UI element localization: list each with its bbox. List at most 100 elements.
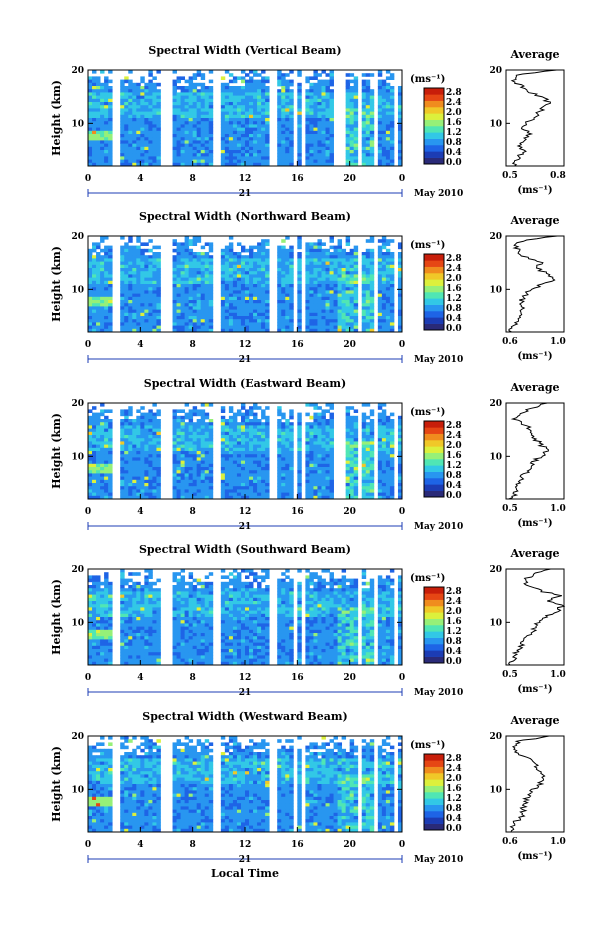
heatmap-cell [309, 98, 314, 103]
heatmap-cell [180, 274, 186, 278]
heatmap-cell [220, 261, 226, 266]
heatmap-cell [261, 252, 266, 256]
heatmap-cell [333, 284, 338, 288]
heatmap-cell [208, 121, 214, 125]
heatmap-cell [325, 95, 330, 100]
heatmap-cell [289, 102, 294, 106]
heatmap-cell [124, 328, 129, 333]
heatmap-cell [285, 92, 290, 96]
heatmap-cell [265, 159, 270, 164]
heatmap-cell [389, 156, 395, 160]
heatmap-cell [349, 156, 355, 160]
heatmap-cell [253, 483, 258, 487]
heatmap-cell [281, 447, 286, 452]
heatmap-cell [184, 287, 190, 291]
heatmap-cell [92, 274, 97, 278]
heatmap-cell [120, 293, 125, 298]
heatmap-cell [353, 114, 359, 119]
heatmap-cell [349, 406, 355, 410]
heatmap-cell [128, 245, 133, 250]
heatmap-cell [385, 150, 391, 154]
heatmap-cell [297, 415, 302, 420]
heatmap-cell [257, 425, 262, 429]
heatmap-cell [265, 264, 270, 269]
heatmap-cell [140, 137, 145, 141]
heatmap-cell [144, 460, 149, 465]
heatmap-cell [128, 422, 133, 426]
heatmap-cell [124, 290, 129, 294]
heatmap-cell [176, 162, 181, 167]
heatmap-cell [100, 86, 105, 90]
heatmap-cell [377, 239, 383, 243]
heatmap-cell [128, 425, 133, 429]
heatmap-cell [317, 316, 322, 320]
heatmap-cell [337, 300, 343, 304]
heatmap-cell [100, 460, 105, 465]
heatmap-cell [329, 127, 334, 132]
heatmap-cell [345, 127, 351, 132]
heatmap-cell [200, 409, 206, 413]
heatmap-cell [228, 309, 234, 314]
heatmap-cell [381, 303, 387, 307]
heatmap-cell [313, 92, 318, 96]
heatmap-cell [232, 309, 238, 314]
heatmap-cell [329, 441, 334, 445]
heatmap-cell [204, 108, 210, 112]
heatmap-cell [96, 271, 101, 275]
heatmap-cell [397, 245, 403, 250]
heatmap-cell [333, 322, 338, 326]
heatmap-cell [200, 156, 206, 160]
heatmap-cell [353, 303, 359, 307]
heatmap-cell [257, 309, 262, 314]
heatmap-cell [184, 284, 190, 288]
heatmap-cell [253, 162, 258, 167]
heatmap-cell [180, 328, 186, 333]
heatmap-cell [333, 296, 338, 301]
heatmap-cell [128, 483, 133, 487]
y-tick-label: 20 [71, 66, 84, 76]
heatmap-cell [176, 457, 181, 461]
heatmap-cell [361, 325, 367, 330]
heatmap-cell [96, 303, 101, 307]
heatmap-cell [232, 428, 238, 433]
heatmap-cell [389, 118, 395, 122]
heatmap-cell [208, 422, 214, 426]
heatmap-cell [100, 492, 105, 497]
heatmap-cell [204, 312, 210, 317]
heatmap-cell [285, 303, 290, 307]
heatmap-cell [257, 454, 262, 458]
heatmap-cell [313, 322, 318, 326]
heatmap-cell [88, 306, 93, 310]
heatmap-cell [204, 121, 210, 125]
heatmap-cell [257, 479, 262, 484]
heatmap-cell [349, 312, 355, 317]
heatmap-cell [136, 252, 141, 256]
heatmap-cell [204, 134, 210, 138]
heatmap-cell [192, 486, 198, 490]
heatmap-cell [261, 451, 266, 455]
heatmap-cell [104, 319, 109, 323]
heatmap-cell [144, 82, 149, 87]
heatmap-cell [289, 476, 294, 481]
heatmap-cell [144, 495, 149, 500]
heatmap-cell [257, 82, 262, 87]
heatmap-cell [240, 111, 246, 116]
heatmap-cell [353, 134, 359, 138]
heatmap-cell [152, 431, 157, 436]
heatmap-cell [188, 118, 194, 122]
heatmap-cell [232, 150, 238, 154]
heatmap-cell [144, 274, 149, 278]
heatmap-cell [196, 271, 202, 275]
heatmap-cell [100, 271, 105, 275]
heatmap-cell [325, 114, 330, 119]
heatmap-cell [172, 322, 177, 326]
heatmap-cell [220, 312, 226, 317]
heatmap-cell [96, 114, 101, 119]
heatmap-cell [377, 293, 383, 298]
heatmap-cell [361, 268, 367, 272]
heatmap-cell [228, 280, 234, 285]
heatmap-cell [345, 95, 351, 100]
heatmap-cell [253, 306, 258, 310]
heatmap-cell [204, 114, 210, 119]
heatmap-cell [385, 306, 391, 310]
